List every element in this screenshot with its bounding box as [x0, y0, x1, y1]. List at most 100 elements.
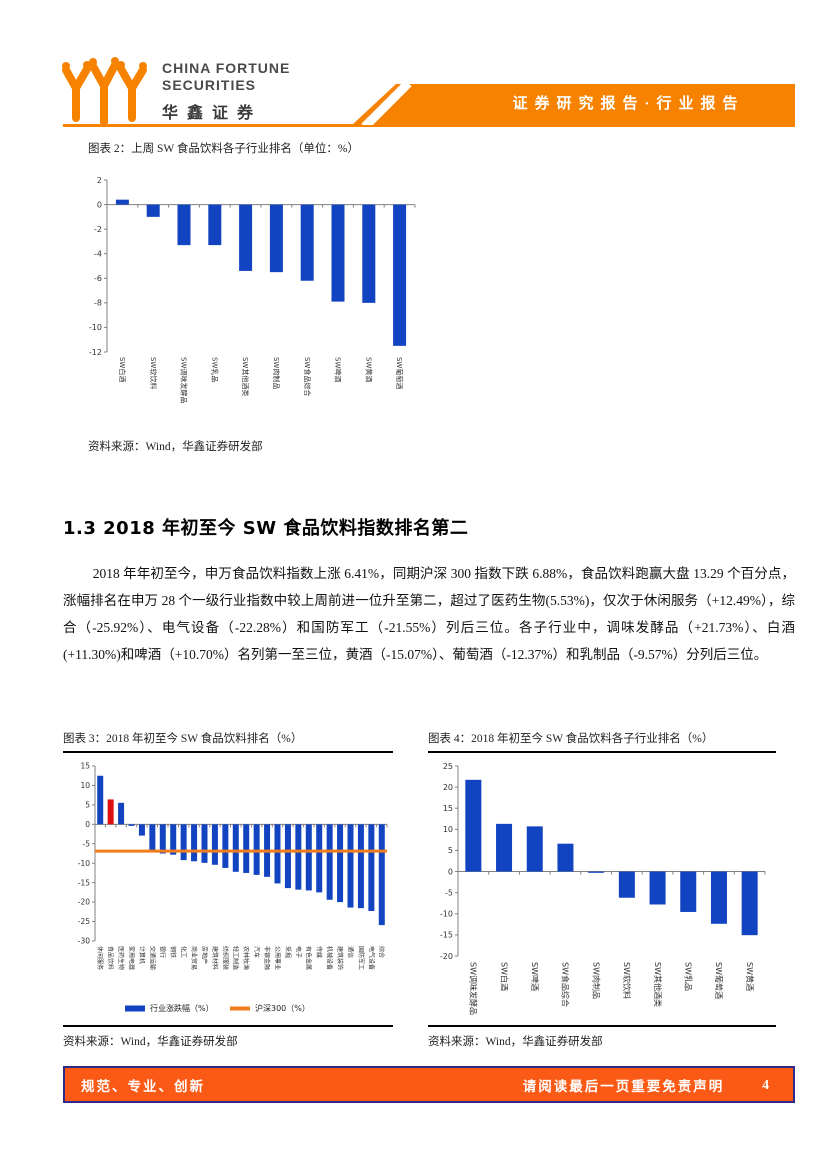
svg-text:5: 5 [85, 801, 90, 810]
svg-text:电气设备: 电气设备 [367, 946, 375, 970]
company-name-cn: 华鑫证券 [162, 105, 263, 122]
svg-text:商业贸易: 商业贸易 [190, 946, 198, 970]
svg-text:SW其他酒类: SW其他酒类 [241, 357, 250, 396]
figure3-source: 资料来源：Wind，华鑫证券研发部 [63, 1025, 393, 1049]
svg-text:SW其他酒类: SW其他酒类 [653, 962, 663, 1007]
svg-text:房地产: 房地产 [200, 946, 208, 964]
svg-text:家用电器: 家用电器 [127, 946, 135, 970]
company-logo-icon [62, 57, 147, 126]
figure4-caption: 图表 4：2018 年初至今 SW 食品饮料各子行业排名（%） [428, 730, 776, 753]
svg-text:非银金融: 非银金融 [263, 946, 271, 970]
svg-text:建筑材料: 建筑材料 [211, 946, 219, 970]
svg-text:沪深300（%）: 沪深300（%） [255, 1003, 310, 1013]
svg-text:SW啤酒: SW啤酒 [530, 962, 540, 991]
svg-text:机械设备: 机械设备 [326, 946, 334, 970]
svg-text:-10: -10 [78, 859, 90, 868]
footer-right-group: 请阅读最后一页重要免责声明 4 [523, 1075, 793, 1095]
svg-text:15: 15 [443, 804, 453, 813]
svg-text:国防军工: 国防军工 [357, 946, 365, 970]
report-type-label: 证券研究报告·行业报告 [512, 96, 745, 112]
svg-text:-2: -2 [94, 225, 102, 234]
section-heading: 1.3 2018 年初至今 SW 食品饮料指数排名第二 [63, 518, 469, 539]
company-name: CHINA FORTUNE SECURITIES 华鑫证券 [162, 60, 290, 123]
svg-text:建筑装饰: 建筑装饰 [336, 946, 344, 970]
svg-text:SW肉制品: SW肉制品 [272, 357, 281, 389]
svg-text:-5: -5 [445, 888, 453, 897]
svg-text:SW调味发酵品: SW调味发酵品 [469, 962, 479, 1015]
svg-text:银行: 银行 [159, 946, 167, 958]
svg-text:SW调味发酵品: SW调味发酵品 [180, 357, 189, 403]
svg-text:-10: -10 [440, 910, 453, 919]
svg-text:SW葡萄酒: SW葡萄酒 [714, 962, 724, 999]
svg-text:-20: -20 [78, 898, 90, 907]
svg-text:交通运输: 交通运输 [148, 946, 156, 970]
svg-text:化工: 化工 [180, 946, 188, 958]
svg-text:SW软饮料: SW软饮料 [149, 357, 158, 389]
figure2-source: 资料来源：Wind，华鑫证券研发部 [88, 441, 263, 453]
svg-text:SW葡萄酒: SW葡萄酒 [395, 357, 404, 389]
figure3-panel: 图表 3：2018 年初至今 SW 食品饮料排名（%） -30 -25 -20 -15… [63, 730, 393, 1049]
svg-text:纺织服装: 纺织服装 [221, 946, 229, 970]
svg-text:15: 15 [80, 762, 90, 771]
svg-text:有色金属: 有色金属 [305, 946, 313, 970]
svg-text:10: 10 [443, 825, 453, 834]
company-name-en-line2: SECURITIES [162, 77, 257, 93]
header-divider [63, 124, 795, 127]
figure2-bar-chart: -12 -10 -8 -6 -4 -2 0 2 SW白酒 SW软饮料 SW调味发酵品 SW乳品 SW其他… [89, 176, 416, 403]
svg-text:行业涨跌幅（%）: 行业涨跌幅（%） [150, 1003, 214, 1013]
svg-text:综合: 综合 [378, 946, 386, 958]
report-type-banner: 证券研究报告·行业报告 [352, 84, 795, 125]
svg-text:SW食品综合: SW食品综合 [303, 357, 312, 396]
svg-text:通信: 通信 [346, 946, 354, 958]
svg-text:传媒: 传媒 [315, 946, 323, 958]
svg-text:0: 0 [85, 820, 90, 829]
svg-text:-4: -4 [94, 250, 102, 259]
svg-text:-20: -20 [440, 952, 453, 961]
svg-text:食品饮料: 食品饮料 [107, 946, 115, 970]
svg-text:休闲服务: 休闲服务 [96, 946, 104, 970]
svg-text:-12: -12 [89, 348, 102, 357]
svg-text:25: 25 [443, 762, 453, 771]
svg-text:-5: -5 [83, 839, 91, 848]
svg-text:钢铁: 钢铁 [169, 946, 177, 958]
svg-text:轻工制造: 轻工制造 [232, 946, 240, 970]
svg-text:-10: -10 [89, 323, 102, 332]
svg-text:20: 20 [443, 783, 453, 792]
figure3-caption: 图表 3：2018 年初至今 SW 食品饮料排名（%） [63, 730, 393, 753]
page-number: 4 [762, 1076, 771, 1092]
svg-text:汽车: 汽车 [253, 946, 261, 958]
footer-disclaimer: 请阅读最后一页重要免责声明 [522, 1078, 725, 1094]
banner-slash-decoration [361, 84, 412, 125]
footer-slogan: 规范、专业、创新 [81, 1078, 205, 1094]
figure2-caption: 图表 2：上周 SW 食品饮料各子行业排名（单位：%） [88, 143, 359, 155]
svg-text:SW乳品: SW乳品 [683, 962, 693, 991]
svg-text:电子: 电子 [294, 946, 302, 958]
svg-text:-15: -15 [440, 931, 453, 940]
svg-text:2: 2 [97, 176, 102, 185]
footer-bar: 规范、专业、创新 请阅读最后一页重要免责声明 4 [63, 1066, 795, 1103]
svg-text:计算机: 计算机 [138, 946, 146, 964]
svg-text:SW白酒: SW白酒 [118, 357, 127, 382]
body-paragraph: 2018 年年初至今，申万食品饮料指数上涨 6.41%，同期沪深 300 指数下… [63, 566, 795, 662]
svg-text:-6: -6 [94, 274, 102, 283]
svg-text:SW食品综合: SW食品综合 [561, 962, 571, 1007]
figure3-bar-chart: -30 -25 -20 -15 -10 -5 0 5 10 15 休闲服务 食品饮料 医药生物 家用电器计… [78, 762, 388, 1013]
figure4-panel: 图表 4：2018 年初至今 SW 食品饮料各子行业排名（%） -20 -15 -1… [428, 730, 776, 1049]
svg-text:SW白酒: SW白酒 [499, 962, 509, 991]
svg-text:-15: -15 [78, 878, 90, 887]
svg-text:SW肉制品: SW肉制品 [591, 962, 601, 999]
figure4-source: 资料来源：Wind，华鑫证券研发部 [428, 1025, 776, 1049]
svg-text:医药生物: 医药生物 [117, 946, 125, 970]
svg-text:SW软饮料: SW软饮料 [622, 962, 632, 999]
svg-text:公用事业: 公用事业 [273, 946, 281, 970]
svg-text:-8: -8 [94, 299, 102, 308]
figure4-bar-chart: -20 -15 -10 -5 0 5 10 15 20 25 SW调味发酵品 SW白酒 SW啤酒 SW食品… [440, 762, 766, 1015]
company-name-en-line1: CHINA FORTUNE [162, 60, 291, 76]
svg-text:0: 0 [97, 200, 102, 209]
svg-text:0: 0 [448, 867, 453, 876]
svg-text:SW黄酒: SW黄酒 [364, 357, 373, 382]
svg-text:采掘: 采掘 [284, 946, 292, 958]
svg-text:农林牧渔: 农林牧渔 [242, 946, 250, 970]
svg-text:SW乳品: SW乳品 [210, 357, 219, 382]
